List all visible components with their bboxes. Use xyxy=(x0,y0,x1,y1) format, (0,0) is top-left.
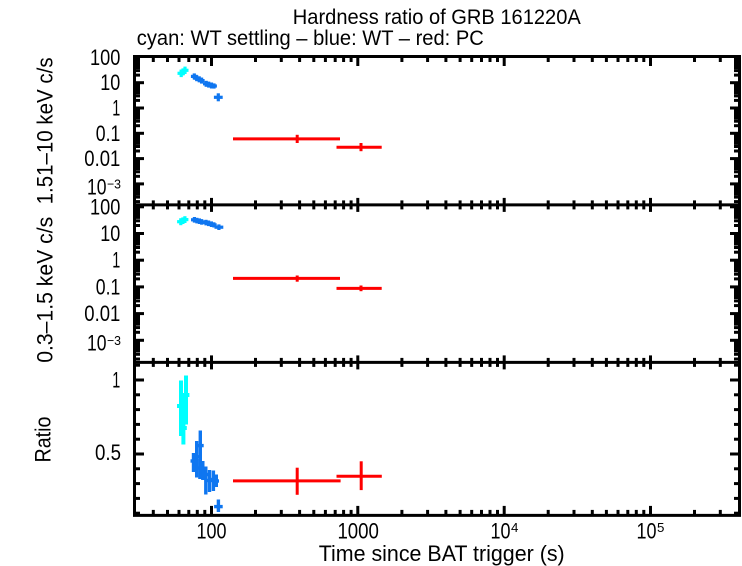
svg-text:1: 1 xyxy=(112,248,120,273)
svg-text:Ratio: Ratio xyxy=(30,417,55,463)
svg-text:100: 100 xyxy=(197,518,227,543)
svg-text:0.01: 0.01 xyxy=(84,146,120,171)
svg-text:0.3–1.5 keV c/s: 0.3–1.5 keV c/s xyxy=(32,217,57,363)
svg-text:10: 10 xyxy=(100,221,120,246)
svg-text:0.01: 0.01 xyxy=(84,301,120,326)
svg-text:0.5: 0.5 xyxy=(95,440,121,465)
svg-text:1000: 1000 xyxy=(337,518,379,543)
svg-text:10: 10 xyxy=(87,331,107,356)
svg-text:100: 100 xyxy=(90,45,120,70)
svg-text:0.1: 0.1 xyxy=(96,121,121,146)
svg-text:−3: −3 xyxy=(107,177,121,192)
svg-text:100: 100 xyxy=(90,194,120,219)
svg-text:1: 1 xyxy=(112,368,120,393)
svg-text:−3: −3 xyxy=(107,333,121,348)
svg-text:10: 10 xyxy=(637,518,657,543)
svg-text:10: 10 xyxy=(100,70,120,95)
svg-text:0.1: 0.1 xyxy=(96,274,121,299)
svg-text:10: 10 xyxy=(491,518,511,543)
svg-text:Time since BAT trigger (s): Time since BAT trigger (s) xyxy=(319,541,565,566)
svg-text:1.51–10 keV c/s: 1.51–10 keV c/s xyxy=(32,57,57,204)
svg-text:Hardness ratio of GRB 161220A: Hardness ratio of GRB 161220A xyxy=(293,6,581,29)
svg-text:5: 5 xyxy=(657,520,664,535)
svg-text:cyan: WT settling – blue: WT –: cyan: WT settling – blue: WT – red: PC xyxy=(137,27,484,50)
svg-text:4: 4 xyxy=(511,520,518,535)
svg-text:1: 1 xyxy=(112,96,120,121)
svg-text:10: 10 xyxy=(87,174,107,199)
